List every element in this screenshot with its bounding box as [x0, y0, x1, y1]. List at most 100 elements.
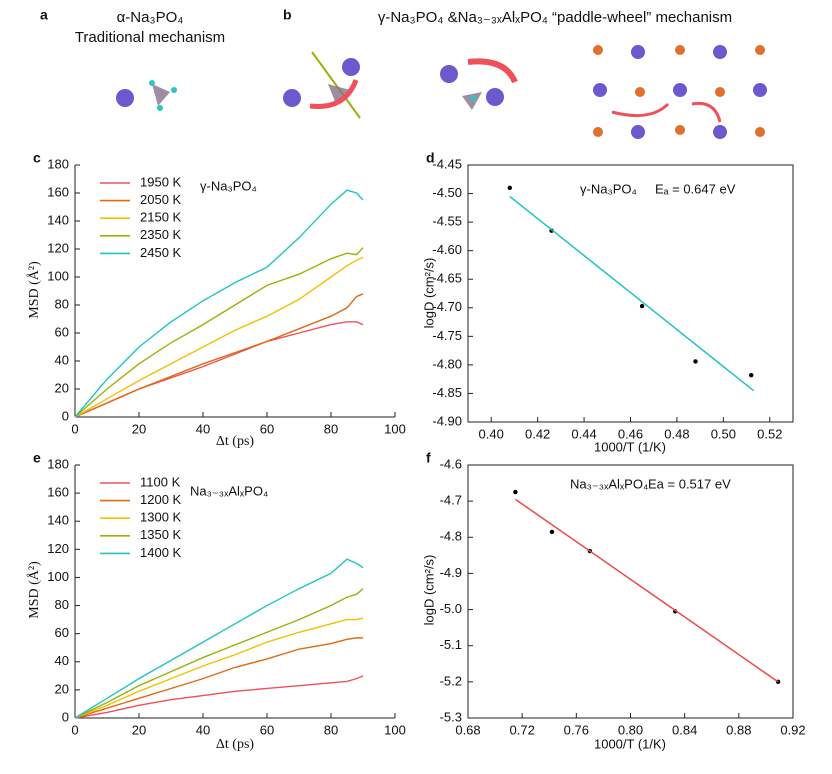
- atom: [149, 80, 155, 86]
- rotation-axis: [311, 51, 361, 119]
- arrow: [691, 101, 722, 123]
- y-tick-label: 0: [62, 408, 69, 423]
- data-point: [693, 359, 698, 364]
- y-tick-label: 180: [47, 156, 69, 171]
- data-line: [74, 321, 364, 418]
- tetrahedron: [328, 84, 350, 104]
- panel-label: b: [283, 7, 292, 23]
- y-axis-title: logD (cm²/s): [421, 258, 436, 329]
- annotation: γ-Na₃PO₄: [580, 181, 637, 196]
- legend-label: 1200 K: [140, 492, 182, 507]
- atom: [440, 65, 458, 83]
- y-tick-label: 20: [55, 681, 69, 696]
- atom: [470, 95, 476, 101]
- x-tick-label: 100: [384, 421, 406, 436]
- y-tick-label: -4.70: [432, 299, 462, 314]
- arrow: [309, 79, 359, 109]
- annotation: Ea = 0.517 eV: [648, 476, 731, 491]
- y-tick-label: -4.60: [432, 242, 462, 257]
- x-tick-label: 20: [132, 722, 146, 737]
- data-point: [513, 489, 518, 495]
- data-point: [639, 303, 645, 309]
- y-tick-label: 120: [47, 240, 69, 255]
- legend-label: 1350 K: [140, 527, 182, 542]
- x-tick-label: 40: [196, 722, 210, 737]
- y-tick-label: 80: [55, 597, 69, 612]
- y-tick-label: -4.80: [432, 356, 462, 371]
- x-tick-label: 0.40: [479, 426, 504, 441]
- x-tick-label: 20: [132, 421, 146, 436]
- y-tick-label: -4.75: [432, 328, 462, 343]
- legend-label: 2350 K: [140, 227, 182, 242]
- y-tick-label: 120: [47, 541, 69, 556]
- x-tick-label: 100: [384, 722, 406, 737]
- data-line: [74, 247, 364, 418]
- chart: f 0.68 0.72 0.76 0.80 0.84 0.88 0.92 -4.6 -4.7 -4.…: [421, 450, 805, 752]
- y-tick-label: -5.3: [440, 709, 462, 724]
- y-axis-title: MSD (Å²): [26, 261, 42, 319]
- data-line: [74, 256, 364, 418]
- x-tick-label: 0.92: [780, 722, 805, 737]
- legend-label: 1300 K: [140, 510, 182, 525]
- x-tick-label: 40: [196, 421, 210, 436]
- arrow: [467, 58, 518, 84]
- structure-illustrations: [116, 45, 767, 139]
- y-tick-label: -4.85: [432, 385, 462, 400]
- x-tick-label: 0: [71, 722, 78, 737]
- y-tick-label: -5.0: [440, 601, 462, 616]
- x-tick-label: 0.50: [711, 426, 736, 441]
- y-tick-label: -5.1: [440, 637, 462, 652]
- annotation: Na₃₋₃ₓAlₓPO₄: [570, 476, 648, 491]
- atom: [342, 58, 360, 76]
- x-tick-label: 0.88: [726, 722, 751, 737]
- y-tick-label: 20: [55, 380, 69, 395]
- fit-line: [514, 498, 779, 683]
- y-tick-label: -4.8: [440, 529, 462, 544]
- x-tick-label: 0.48: [664, 426, 689, 441]
- y-tick-label: -4.9: [440, 565, 462, 580]
- header: a α-Na₃PO₄ Traditional mechanism b γ-Na₃…: [40, 7, 732, 46]
- x-axis-title: 1000/T (1/K): [594, 439, 666, 454]
- y-tick-label: 140: [47, 513, 69, 528]
- data-line: [74, 588, 364, 719]
- x-tick-label: 0: [71, 421, 78, 436]
- x-tick-label: 0.52: [757, 426, 782, 441]
- y-tick-label: 100: [47, 268, 69, 283]
- x-tick-label: 80: [324, 722, 338, 737]
- annotation: Na₃₋₃ₓAlₓPO₄: [190, 483, 268, 498]
- atom: [283, 89, 301, 107]
- y-tick-label: 60: [55, 625, 69, 640]
- x-tick-label: 0.76: [564, 722, 589, 737]
- x-axis-title: Δt (ps): [216, 434, 255, 449]
- y-tick-label: 80: [55, 296, 69, 311]
- y-tick-label: -4.90: [432, 413, 462, 428]
- legend-label: 2050 K: [140, 192, 182, 207]
- panel-label: d: [426, 150, 435, 166]
- data-line: [74, 293, 364, 418]
- y-tick-label: -4.45: [432, 156, 462, 171]
- legend-label: 2450 K: [140, 245, 182, 260]
- x-tick-label: 0.42: [525, 426, 550, 441]
- chart: e 0 20 40 60 80 100 0 20 40 60 80 100 120 140 160 180 Δt …: [26, 450, 406, 753]
- y-tick-label: -4.50: [432, 185, 462, 200]
- y-tick-label: -5.2: [440, 673, 462, 688]
- data-line: [74, 675, 364, 719]
- y-tick-label: -4.65: [432, 271, 462, 286]
- data-line: [74, 189, 364, 418]
- y-tick-label: -4.6: [440, 456, 462, 471]
- tetrahedron: [152, 84, 170, 106]
- y-tick-label: 40: [55, 352, 69, 367]
- y-axis-title: MSD (Å²): [26, 561, 42, 619]
- lattice-anions: [593, 45, 765, 137]
- x-tick-label: 0.46: [618, 426, 643, 441]
- arrow: [611, 102, 670, 118]
- panel-subtitle: Traditional mechanism: [75, 29, 225, 46]
- x-tick-label: 0.80: [618, 722, 643, 737]
- data-line: [74, 558, 364, 719]
- x-tick-label: 0.68: [455, 722, 480, 737]
- panel-label: e: [33, 450, 41, 466]
- annotation: Eₐ = 0.647 eV: [655, 181, 736, 196]
- x-tick-label: 80: [324, 421, 338, 436]
- y-tick-label: 60: [55, 324, 69, 339]
